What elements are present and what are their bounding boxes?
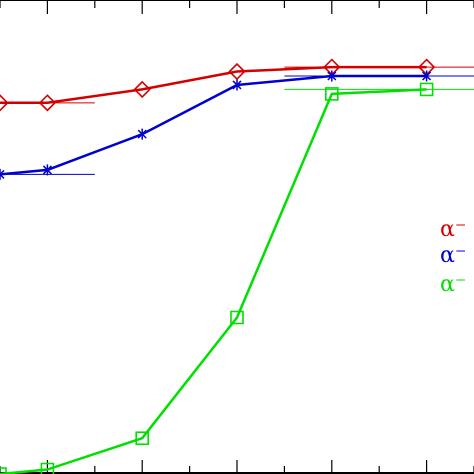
series-markers	[0, 58, 436, 474]
legend-entry-1: α⁻	[440, 217, 466, 242]
data-point-series-1-4	[228, 62, 246, 81]
series-line-2	[0, 74, 427, 176]
data-point-series-2-4	[232, 79, 242, 91]
legend-entry-3: α⁻	[440, 272, 466, 297]
data-point-series-3-3	[135, 431, 149, 446]
data-point-series-2-6	[422, 70, 432, 82]
data-point-series-2-1	[0, 168, 5, 180]
data-point-series-1-2	[38, 94, 57, 112]
data-point-series-2-3	[137, 128, 147, 140]
data-point-series-3-2	[40, 462, 55, 474]
series-line-3	[0, 88, 427, 474]
data-point-series-2-5	[327, 70, 337, 82]
data-point-series-3-4	[230, 310, 244, 325]
data-point-series-1-1	[0, 94, 9, 112]
legend: α⁻ α⁻ α⁻	[440, 217, 466, 297]
series-lines	[0, 65, 427, 474]
legend-entry-2: α⁻	[440, 243, 466, 268]
data-point-series-2-2	[42, 164, 52, 176]
data-point-series-3-5	[324, 87, 339, 101]
data-point-series-3-6	[419, 82, 434, 97]
data-point-series-1-3	[133, 80, 151, 99]
